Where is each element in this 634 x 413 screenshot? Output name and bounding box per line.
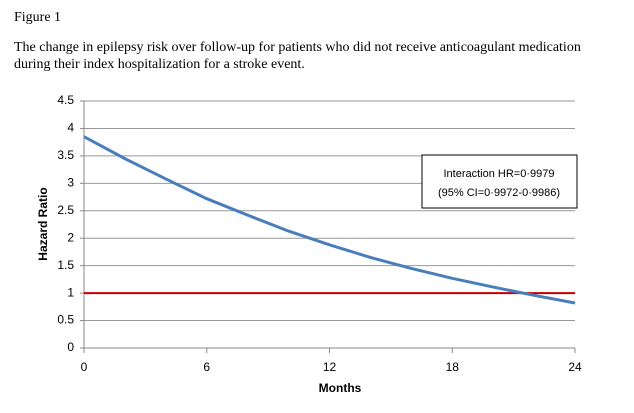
figure-label: Figure 1 [14, 10, 62, 25]
y-tick-label: 4.5 [57, 93, 74, 107]
y-tick-label: 0.5 [57, 313, 74, 327]
caption: The change in epilepsy risk over follow-… [14, 40, 581, 55]
y-tick-label: 0 [67, 340, 74, 354]
y-tick-label: 3.5 [57, 148, 74, 162]
x-tick-label: 6 [203, 360, 210, 374]
caption: during their index hospitalization for a… [14, 57, 305, 72]
x-tick-label: 24 [568, 360, 582, 374]
annotation: (95% CI=0·9972-0·9986) [438, 187, 560, 199]
y-tick-label: 3 [67, 176, 74, 190]
y-tick-label: 1 [67, 285, 74, 299]
annotation-box [421, 154, 578, 209]
line-series [83, 135, 576, 305]
annotation: Interaction HR=0·9979 [444, 168, 555, 180]
x-axis-label: Months [319, 381, 362, 395]
y-tick-label: 1.5 [57, 258, 74, 272]
y-axis-label: Hazard Ratio [36, 187, 50, 260]
y-tick-label: 2 [67, 230, 74, 244]
x-tick-label: 12 [323, 360, 337, 374]
x-tick-label: 0 [81, 360, 88, 374]
y-tick-label: 4 [67, 121, 74, 135]
x-tick-label: 18 [446, 360, 460, 374]
y-tick-label: 2.5 [57, 203, 74, 217]
